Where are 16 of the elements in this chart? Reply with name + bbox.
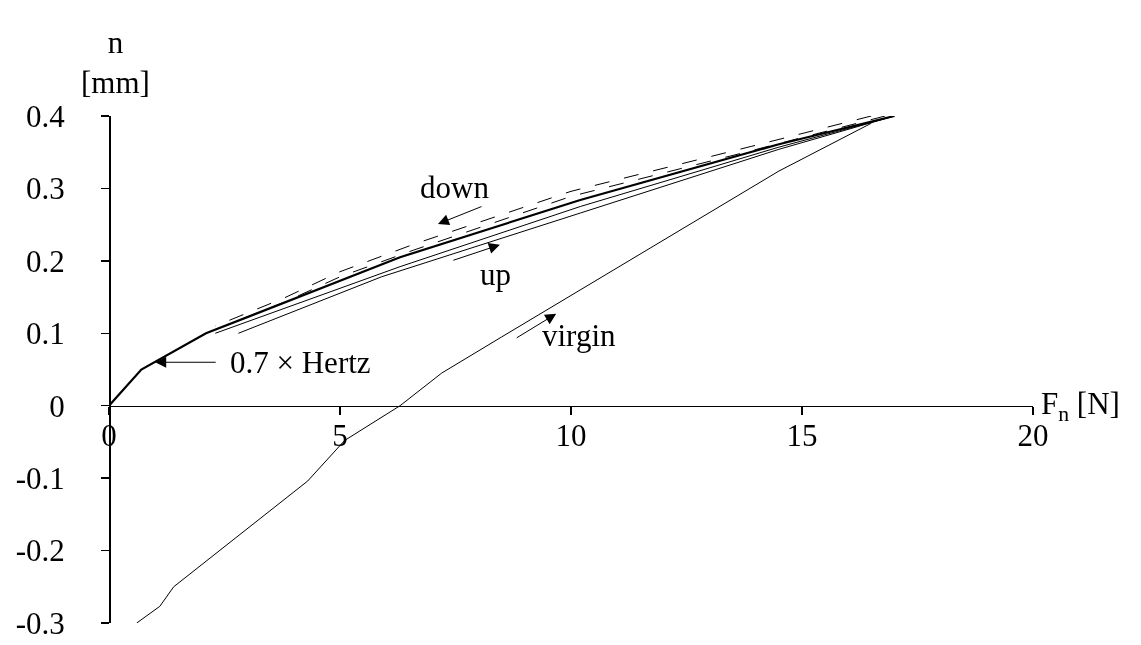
x-tick-label: 5: [332, 418, 348, 454]
annotation: up: [480, 257, 511, 292]
annotation: down: [420, 170, 490, 205]
y-tick-label: 0.3: [26, 171, 65, 207]
y-tick-label: -0.3: [15, 605, 65, 641]
x-tick-label: 15: [786, 418, 818, 454]
y-tick-label: -0.2: [15, 533, 65, 569]
y-tick-label: 0.1: [26, 316, 65, 352]
annotation: 0.7 × Hertz: [230, 345, 371, 380]
y-tick-label: 0.4: [26, 98, 66, 134]
x-tick-label: 10: [555, 418, 587, 454]
y-tick-label: 0.2: [26, 243, 65, 279]
y-tick-label: 0: [49, 388, 65, 424]
y-tick-label: -0.1: [15, 460, 65, 496]
y-axis-title: n [mm]: [81, 25, 150, 101]
annotation: virgin: [542, 318, 616, 353]
